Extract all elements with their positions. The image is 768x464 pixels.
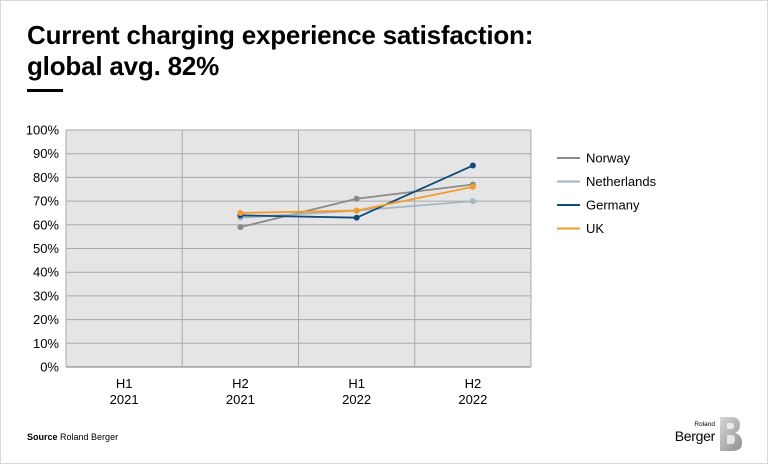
data-point-germany [353, 214, 360, 221]
x-tick-label: H2 [465, 376, 482, 391]
y-tick-label: 10% [33, 336, 59, 351]
logo-small-text: Roland [694, 421, 715, 428]
logo-big-text: Berger [674, 428, 716, 444]
roland-berger-logo: Roland Berger [672, 415, 744, 455]
legend-label-netherlands: Netherlands [586, 174, 657, 189]
x-tick-label: H1 [116, 376, 133, 391]
y-tick-label: 30% [33, 288, 59, 303]
data-point-norway [237, 224, 244, 231]
title-line-1: Current charging experience satisfaction… [27, 20, 534, 50]
logo-b-icon [720, 417, 742, 451]
x-tick-label: 2022 [342, 392, 371, 407]
y-tick-label: 0% [40, 360, 59, 375]
y-tick-label: 60% [33, 217, 59, 232]
x-tick-label: 2021 [226, 392, 255, 407]
data-point-uk [237, 209, 244, 216]
legend-label-norway: Norway [586, 151, 631, 166]
y-tick-label: 20% [33, 312, 59, 327]
data-point-norway [353, 195, 360, 202]
y-tick-label: 80% [33, 170, 59, 185]
y-tick-label: 40% [33, 265, 59, 280]
source-label: Source [27, 432, 58, 442]
y-tick-label: 90% [33, 146, 59, 161]
x-tick-label: H2 [232, 376, 249, 391]
y-tick-label: 70% [33, 194, 59, 209]
chart-title: Current charging experience satisfaction… [27, 20, 727, 82]
source-note: Source Roland Berger [27, 432, 118, 442]
x-tick-label: H1 [348, 376, 365, 391]
data-point-germany [469, 162, 476, 169]
data-point-netherlands [469, 198, 476, 205]
y-tick-label: 50% [33, 241, 59, 256]
data-point-uk [353, 207, 360, 214]
legend-label-uk: UK [586, 221, 604, 236]
legend-label-germany: Germany [586, 198, 640, 213]
source-text: Roland Berger [60, 432, 119, 442]
data-point-uk [469, 183, 476, 190]
x-tick-label: 2022 [458, 392, 487, 407]
title-line-2: global avg. 82% [27, 51, 220, 81]
y-tick-label: 100% [26, 123, 60, 138]
x-tick-label: 2021 [110, 392, 139, 407]
title-underline [27, 89, 63, 92]
